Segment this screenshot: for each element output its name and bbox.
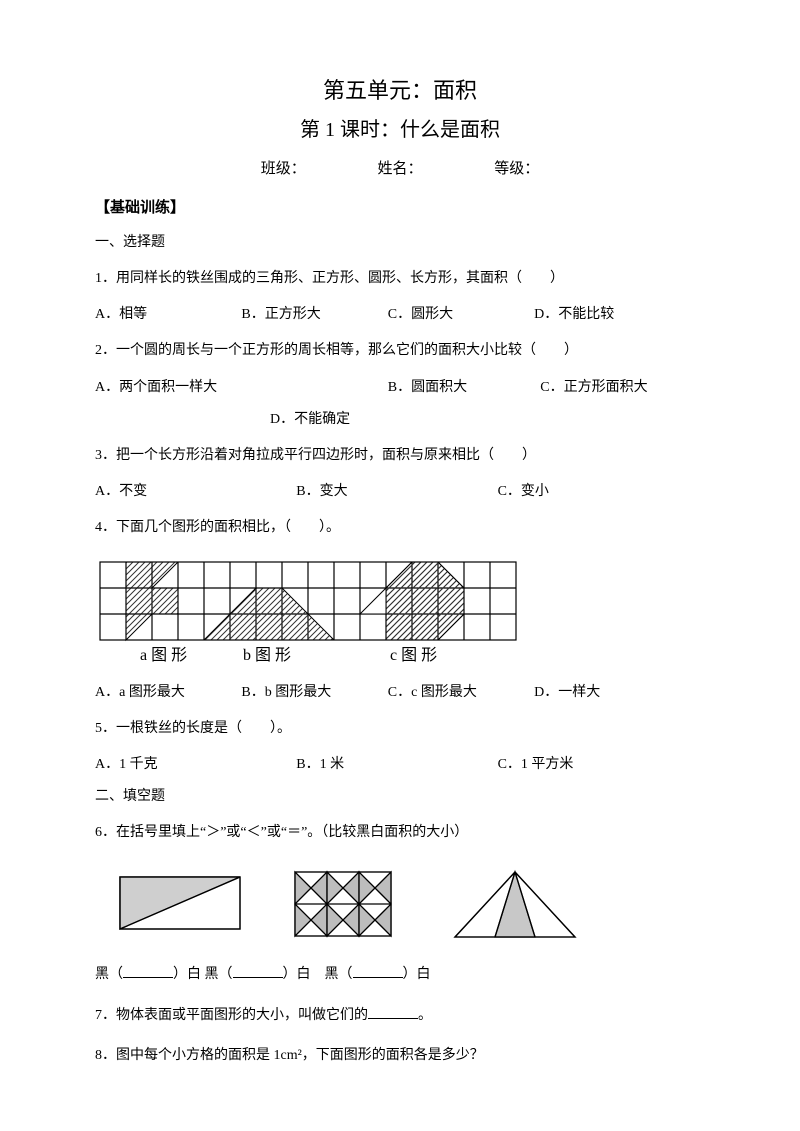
question-6: 6．在括号里填上“＞”或“＜”或“＝”。（比较黑白面积的大小） — [95, 822, 705, 844]
question-5-options: A．1 千克B．1 米C．1 平方米 — [95, 758, 705, 772]
q5-opt-a: A．1 千克 — [95, 758, 296, 772]
fig-label-a: a 图 形 — [140, 646, 187, 664]
question-2-options-row2: D．不能确定 — [95, 413, 705, 427]
unit-title: 第五单元：面积 — [95, 80, 705, 102]
question-4-options: A．a 图形最大B．b 图形最大C．c 图形最大D．一样大 — [95, 686, 705, 700]
question-1: 1．用同样长的铁丝围成的三角形、正方形、圆形、长方形，其面积（ ） — [95, 268, 705, 290]
q4-opt-d: D．一样大 — [534, 686, 680, 700]
q3-opt-a: A．不变 — [95, 485, 296, 499]
subheading-fill: 二、填空题 — [95, 790, 705, 804]
q7-blank[interactable] — [368, 1005, 418, 1019]
question-7: 7．物体表面或平面图形的大小，叫做它们的 。 — [95, 1005, 705, 1027]
q2-opt-b: B．圆面积大 — [388, 381, 541, 395]
question-3: 3．把一个长方形沿着对角拉成平行四边形时，面积与原来相比（ ） — [95, 445, 705, 467]
q7-pre: 7．物体表面或平面图形的大小，叫做它们的 — [95, 1008, 368, 1023]
q4-opt-c: C．c 图形最大 — [388, 686, 534, 700]
question-5: 5．一根铁丝的长度是（ ）。 — [95, 718, 705, 740]
fig-label-b: b 图 形 — [243, 646, 291, 664]
q7-post: 。 — [418, 1008, 432, 1023]
q2-opt-c: C．正方形面积大 — [540, 381, 647, 395]
section-basic: 【基础训练】 — [95, 201, 705, 216]
q6-p2: ）白 黑（ — [173, 967, 233, 982]
question-4: 4．下面几个图形的面积相比，（ ）。 — [95, 517, 705, 539]
question-2: 2．一个圆的周长与一个正方形的周长相等，那么它们的面积大小比较（ ） — [95, 340, 705, 362]
subheading-choice: 一、选择题 — [95, 236, 705, 250]
question-8: 8．图中每个小方格的面积是 1cm²，下面图形的面积各是多少？ — [95, 1045, 705, 1067]
q1-opt-b: B．正方形大 — [241, 308, 387, 322]
q1-opt-c: C．圆形大 — [388, 308, 534, 322]
grade-field[interactable]: 等级： — [494, 162, 539, 177]
q2-opt-d: D．不能确定 — [270, 412, 350, 427]
q6-p3: ）白 黑（ — [283, 967, 353, 982]
q6-p4: ）白 — [403, 967, 431, 982]
q4-opt-a: A．a 图形最大 — [95, 686, 241, 700]
fig-label-c: c 图 形 — [390, 646, 437, 664]
question-6-answer-line: 黑（ ）白 黑（ ）白 黑（ ）白 — [95, 964, 705, 986]
question-3-options: A．不变B．变大C．变小 — [95, 485, 705, 499]
info-row: 班级： 姓名： 等级： — [95, 162, 705, 177]
q2-opt-a: A．两个面积一样大 — [95, 381, 388, 395]
lesson-title: 第 1 课时：什么是面积 — [95, 120, 705, 140]
q6-blank-3[interactable] — [353, 964, 403, 978]
question-4-figure: a 图 形 b 图 形 c 图 形 — [95, 558, 705, 668]
q6-blank-1[interactable] — [123, 964, 173, 978]
question-1-options: A．相等B．正方形大C．圆形大D．不能比较 — [95, 308, 705, 322]
q3-opt-b: B．变大 — [296, 485, 497, 499]
q6-p1: 黑（ — [95, 967, 123, 982]
question-6-figures — [115, 862, 705, 942]
q1-opt-d: D．不能比较 — [534, 308, 680, 322]
q4-opt-b: B．b 图形最大 — [241, 686, 387, 700]
q3-opt-c: C．变小 — [498, 485, 549, 499]
q1-opt-a: A．相等 — [95, 308, 241, 322]
name-field[interactable]: 姓名： — [377, 162, 422, 177]
class-field[interactable]: 班级： — [261, 162, 306, 177]
q5-opt-c: C．1 平方米 — [498, 758, 574, 772]
q5-opt-b: B．1 米 — [296, 758, 497, 772]
q6-blank-2[interactable] — [233, 964, 283, 978]
question-2-options-row1: A．两个面积一样大B．圆面积大C．正方形面积大 — [95, 381, 705, 395]
